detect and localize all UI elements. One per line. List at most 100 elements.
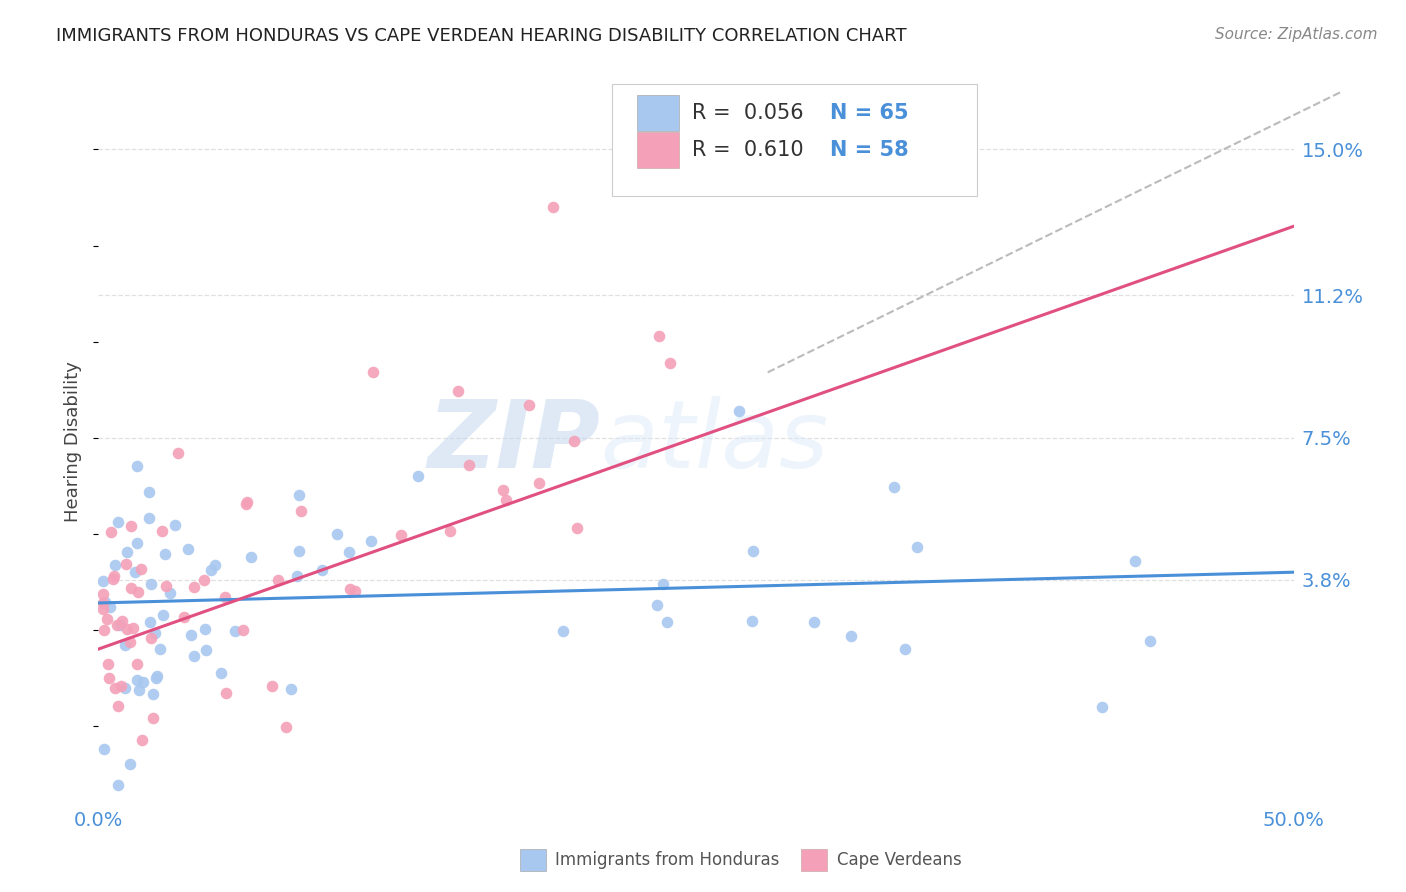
Text: Cape Verdeans: Cape Verdeans — [837, 851, 962, 869]
Point — [114, 638, 136, 652]
Point — [260, 679, 283, 693]
Point — [155, 579, 177, 593]
Point — [91, 596, 114, 610]
Point — [153, 547, 176, 561]
Point — [127, 673, 149, 687]
Point — [645, 598, 668, 612]
Point — [285, 568, 308, 582]
Point — [103, 569, 125, 583]
Point — [97, 657, 120, 672]
Point — [115, 544, 138, 558]
FancyBboxPatch shape — [637, 95, 679, 131]
Point — [131, 733, 153, 747]
Point — [325, 527, 347, 541]
Point — [339, 582, 361, 596]
Point — [274, 720, 297, 734]
Point — [1123, 554, 1146, 568]
Point — [193, 573, 215, 587]
Point — [839, 629, 862, 643]
Point — [290, 504, 312, 518]
Point — [728, 404, 751, 418]
Point — [118, 757, 141, 772]
Y-axis label: Hearing Disability: Hearing Disability — [65, 361, 83, 522]
Point — [215, 686, 238, 700]
Point — [107, 618, 129, 632]
Point — [142, 711, 165, 725]
Text: N = 65: N = 65 — [830, 103, 908, 123]
Point — [517, 398, 540, 412]
Point — [280, 682, 302, 697]
Point — [96, 612, 118, 626]
Point — [214, 590, 236, 604]
Text: R =  0.056: R = 0.056 — [692, 103, 804, 123]
Point — [883, 480, 905, 494]
Point — [143, 626, 166, 640]
Point — [141, 631, 163, 645]
Point — [93, 624, 115, 638]
Point — [159, 586, 181, 600]
Point — [209, 665, 232, 680]
Point — [177, 541, 200, 556]
Point — [204, 558, 226, 572]
Point — [239, 549, 262, 564]
Point — [104, 558, 127, 573]
Point — [104, 681, 127, 695]
Point — [121, 518, 143, 533]
Point — [389, 528, 412, 542]
Point — [183, 580, 205, 594]
Point — [128, 682, 150, 697]
Point — [194, 622, 217, 636]
Point — [232, 624, 254, 638]
Point — [91, 574, 114, 589]
Point — [492, 483, 515, 497]
Point — [97, 671, 120, 685]
Point — [1139, 634, 1161, 648]
Point — [114, 558, 136, 572]
Point — [288, 488, 311, 502]
Point — [495, 492, 517, 507]
Point — [1091, 699, 1114, 714]
Point — [236, 495, 259, 509]
Text: R =  0.610: R = 0.610 — [692, 140, 804, 161]
Point — [742, 543, 765, 558]
Text: IMMIGRANTS FROM HONDURAS VS CAPE VERDEAN HEARING DISABILITY CORRELATION CHART: IMMIGRANTS FROM HONDURAS VS CAPE VERDEAN… — [56, 27, 907, 45]
Point — [224, 624, 246, 639]
Point — [117, 622, 139, 636]
Point — [127, 657, 149, 671]
Point — [194, 642, 217, 657]
Point — [183, 649, 205, 664]
Point — [180, 628, 202, 642]
Point — [132, 675, 155, 690]
Point — [648, 328, 671, 343]
Point — [138, 511, 160, 525]
Point — [145, 669, 167, 683]
Point — [173, 610, 195, 624]
Point — [337, 544, 360, 558]
FancyBboxPatch shape — [613, 84, 977, 196]
Point — [360, 533, 382, 548]
Point — [541, 200, 564, 214]
Point — [447, 384, 470, 399]
Point — [167, 446, 190, 460]
Point — [91, 587, 114, 601]
Point — [111, 614, 134, 628]
Text: ZIP: ZIP — [427, 395, 600, 488]
Point — [93, 742, 115, 756]
Point — [652, 577, 675, 591]
Point — [110, 617, 132, 632]
Point — [905, 541, 928, 555]
Point — [288, 544, 311, 558]
Point — [344, 584, 367, 599]
Point — [124, 565, 146, 579]
Point — [803, 615, 825, 630]
Point — [200, 563, 222, 577]
Point — [141, 577, 163, 591]
Point — [139, 615, 162, 629]
Text: atlas: atlas — [600, 396, 828, 487]
Point — [142, 687, 165, 701]
Point — [93, 595, 115, 609]
Point — [101, 572, 124, 586]
Point — [145, 671, 167, 685]
FancyBboxPatch shape — [637, 132, 679, 169]
Point — [235, 497, 257, 511]
